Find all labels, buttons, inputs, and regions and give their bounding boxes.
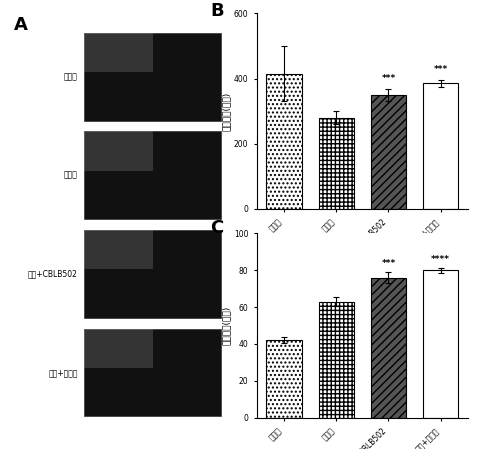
Text: ***: ***	[433, 66, 448, 75]
Text: 照射+丁香醒: 照射+丁香醒	[48, 368, 78, 377]
Y-axis label: 绒毛长度(微米): 绒毛长度(微米)	[222, 92, 231, 131]
Text: ***: ***	[382, 260, 396, 269]
Text: 对照组: 对照组	[64, 72, 78, 81]
Bar	[84, 33, 153, 72]
Text: 照射组: 照射组	[64, 171, 78, 180]
Text: ****: ****	[431, 255, 450, 264]
Bar	[319, 302, 354, 418]
Bar	[84, 132, 153, 171]
Text: ***: ***	[382, 74, 396, 83]
Text: C: C	[210, 219, 224, 237]
Y-axis label: 隐窝深度(微米): 隐窝深度(微米)	[222, 306, 231, 345]
Bar	[266, 340, 302, 418]
Bar	[266, 74, 302, 209]
Bar	[84, 132, 221, 219]
Bar	[84, 33, 221, 121]
Bar	[84, 329, 221, 416]
Bar	[84, 329, 153, 368]
Bar	[371, 277, 406, 418]
Bar	[84, 230, 221, 317]
Bar	[423, 84, 458, 209]
Bar	[319, 118, 354, 209]
Text: B: B	[210, 2, 224, 20]
Bar	[84, 230, 153, 269]
Text: A: A	[13, 16, 27, 34]
Bar	[371, 95, 406, 209]
Text: 照射+CBLB502: 照射+CBLB502	[28, 269, 78, 278]
Bar	[423, 270, 458, 418]
